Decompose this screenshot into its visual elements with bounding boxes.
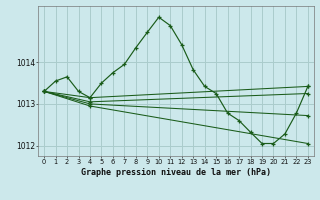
X-axis label: Graphe pression niveau de la mer (hPa): Graphe pression niveau de la mer (hPa) xyxy=(81,168,271,177)
